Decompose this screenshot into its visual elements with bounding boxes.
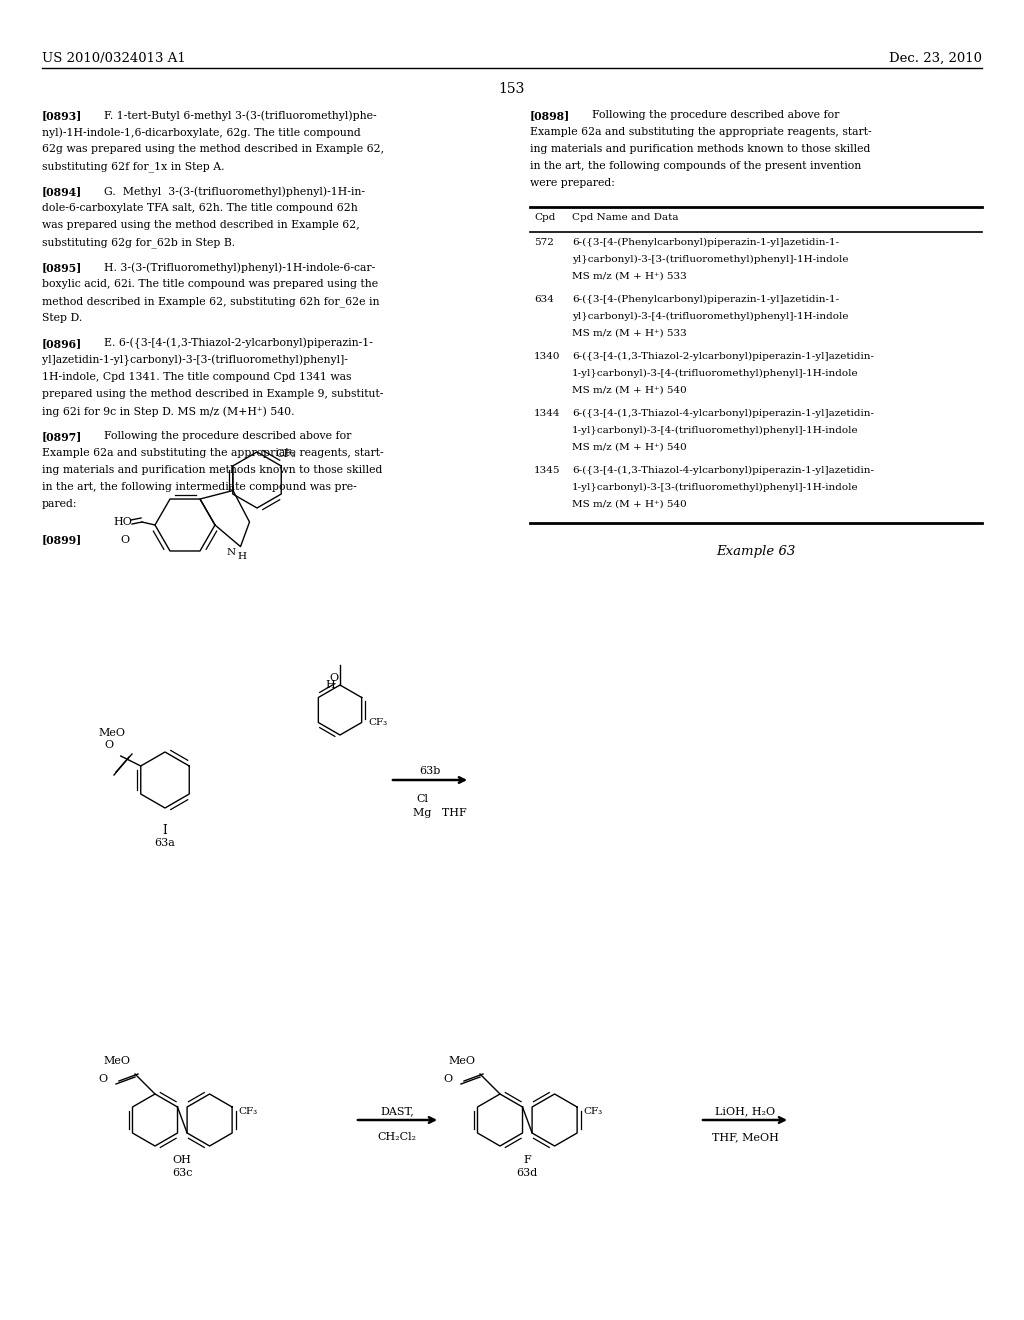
Text: 634: 634 (534, 294, 554, 304)
Text: boxylic acid, 62i. The title compound was prepared using the: boxylic acid, 62i. The title compound wa… (42, 279, 378, 289)
Text: Following the procedure described above for: Following the procedure described above … (104, 432, 351, 441)
Text: O: O (443, 1074, 453, 1084)
Text: CF₃: CF₃ (239, 1107, 258, 1115)
Text: 1344: 1344 (534, 409, 560, 418)
Text: ing materials and purification methods known to those skilled: ing materials and purification methods k… (42, 465, 382, 475)
Text: was prepared using the method described in Example 62,: was prepared using the method described … (42, 220, 359, 230)
Text: Cpd Name and Data: Cpd Name and Data (572, 213, 679, 222)
Text: US 2010/0324013 A1: US 2010/0324013 A1 (42, 51, 185, 65)
Text: substituting 62f for_1x in Step A.: substituting 62f for_1x in Step A. (42, 161, 224, 172)
Text: CF₃: CF₃ (368, 718, 387, 727)
Text: nyl)-1H-indole-1,6-dicarboxylate, 62g. The title compound: nyl)-1H-indole-1,6-dicarboxylate, 62g. T… (42, 127, 360, 137)
Text: OH: OH (173, 1155, 191, 1164)
Text: [0899]: [0899] (42, 535, 82, 545)
Text: 62g was prepared using the method described in Example 62,: 62g was prepared using the method descri… (42, 144, 384, 154)
Text: 6-({3-[4-(1,3-Thiazol-4-ylcarbonyl)piperazin-1-yl]azetidin-: 6-({3-[4-(1,3-Thiazol-4-ylcarbonyl)piper… (572, 466, 874, 475)
Text: CF₃: CF₃ (584, 1107, 603, 1115)
Text: [0895]: [0895] (42, 261, 82, 273)
Text: Mg   THF: Mg THF (413, 808, 467, 818)
Text: HO: HO (113, 517, 132, 527)
Text: Example 63: Example 63 (717, 545, 796, 558)
Text: 1-yl}carbonyl)-3-[4-(trifluoromethyl)phenyl]-1H-indole: 1-yl}carbonyl)-3-[4-(trifluoromethyl)phe… (572, 370, 859, 378)
Text: LiOH, H₂O: LiOH, H₂O (715, 1106, 775, 1115)
Text: O: O (104, 741, 114, 750)
Text: were prepared:: were prepared: (530, 178, 614, 187)
Text: H. 3-(3-(Trifluoromethyl)phenyl)-1H-indole-6-car-: H. 3-(3-(Trifluoromethyl)phenyl)-1H-indo… (104, 261, 375, 272)
Text: yl]azetidin-1-yl}carbonyl)-3-[3-(trifluoromethyl)phenyl]-: yl]azetidin-1-yl}carbonyl)-3-[3-(trifluo… (42, 355, 348, 367)
Text: ing 62i for 9c in Step D. MS m/z (M+H⁺) 540.: ing 62i for 9c in Step D. MS m/z (M+H⁺) … (42, 407, 295, 417)
Text: Step D.: Step D. (42, 313, 82, 323)
Text: yl}carbonyl)-3-[3-(trifluoromethyl)phenyl]-1H-indole: yl}carbonyl)-3-[3-(trifluoromethyl)pheny… (572, 255, 849, 264)
Text: Following the procedure described above for: Following the procedure described above … (592, 110, 840, 120)
Text: F: F (523, 1155, 531, 1164)
Text: in the art, the following compounds of the present invention: in the art, the following compounds of t… (530, 161, 861, 172)
Text: Example 62a and substituting the appropriate reagents, start-: Example 62a and substituting the appropr… (530, 127, 871, 137)
Text: Dec. 23, 2010: Dec. 23, 2010 (889, 51, 982, 65)
Text: THF, MeOH: THF, MeOH (712, 1133, 778, 1142)
Text: [0897]: [0897] (42, 432, 82, 442)
Text: 63b: 63b (419, 766, 440, 776)
Text: [0898]: [0898] (530, 110, 570, 121)
Text: 1340: 1340 (534, 352, 560, 360)
Text: 153: 153 (499, 82, 525, 96)
Text: 6-({3-[4-(Phenylcarbonyl)piperazin-1-yl]azetidin-1-: 6-({3-[4-(Phenylcarbonyl)piperazin-1-yl]… (572, 294, 839, 304)
Text: in the art, the following intermediate compound was pre-: in the art, the following intermediate c… (42, 482, 356, 492)
Text: MeO: MeO (449, 1056, 475, 1067)
Text: MS m/z (M + H⁺) 540: MS m/z (M + H⁺) 540 (572, 500, 687, 510)
Text: E. 6-({3-[4-(1,3-Thiazol-2-ylcarbonyl)piperazin-1-: E. 6-({3-[4-(1,3-Thiazol-2-ylcarbonyl)pi… (104, 338, 373, 350)
Text: 572: 572 (534, 238, 554, 247)
Text: yl}carbonyl)-3-[4-(trifluoromethyl)phenyl]-1H-indole: yl}carbonyl)-3-[4-(trifluoromethyl)pheny… (572, 312, 849, 321)
Text: MS m/z (M + H⁺) 533: MS m/z (M + H⁺) 533 (572, 329, 687, 338)
Text: O: O (330, 673, 339, 682)
Text: F. 1-tert-Butyl 6-methyl 3-(3-(trifluoromethyl)phe-: F. 1-tert-Butyl 6-methyl 3-(3-(trifluoro… (104, 110, 377, 120)
Text: 63d: 63d (517, 1168, 538, 1177)
Text: MS m/z (M + H⁺) 533: MS m/z (M + H⁺) 533 (572, 272, 687, 281)
Text: dole-6-carboxylate TFA salt, 62h. The title compound 62h: dole-6-carboxylate TFA salt, 62h. The ti… (42, 203, 357, 213)
Text: MeO: MeO (98, 729, 125, 738)
Text: O: O (121, 535, 130, 545)
Text: [0894]: [0894] (42, 186, 82, 197)
Text: 63a: 63a (155, 838, 175, 847)
Text: pared:: pared: (42, 499, 78, 510)
Text: 1H-indole, Cpd 1341. The title compound Cpd 1341 was: 1H-indole, Cpd 1341. The title compound … (42, 372, 351, 381)
Text: [0893]: [0893] (42, 110, 82, 121)
Text: G.  Methyl  3-(3-(trifluoromethyl)phenyl)-1H-in-: G. Methyl 3-(3-(trifluoromethyl)phenyl)-… (104, 186, 365, 197)
Text: MS m/z (M + H⁺) 540: MS m/z (M + H⁺) 540 (572, 385, 687, 395)
Text: 1-yl}carbonyl)-3-[3-(trifluoromethyl)phenyl]-1H-indole: 1-yl}carbonyl)-3-[3-(trifluoromethyl)phe… (572, 483, 859, 492)
Text: Cpd: Cpd (534, 213, 555, 222)
Text: [0896]: [0896] (42, 338, 82, 348)
Text: Example 62a and substituting the appropriate reagents, start-: Example 62a and substituting the appropr… (42, 447, 384, 458)
Text: 6-({3-[4-(1,3-Thiazol-4-ylcarbonyl)piperazin-1-yl]azetidin-: 6-({3-[4-(1,3-Thiazol-4-ylcarbonyl)piper… (572, 409, 874, 418)
Text: N: N (227, 548, 237, 557)
Text: 1-yl}carbonyl)-3-[4-(trifluoromethyl)phenyl]-1H-indole: 1-yl}carbonyl)-3-[4-(trifluoromethyl)phe… (572, 426, 859, 436)
Text: O: O (98, 1074, 108, 1084)
Text: 1345: 1345 (534, 466, 560, 475)
Text: method described in Example 62, substituting 62h for_62e in: method described in Example 62, substitu… (42, 296, 380, 306)
Text: I: I (163, 824, 167, 837)
Text: substituting 62g for_62b in Step B.: substituting 62g for_62b in Step B. (42, 238, 236, 248)
Text: MeO: MeO (103, 1056, 130, 1067)
Text: 6-({3-[4-(Phenylcarbonyl)piperazin-1-yl]azetidin-1-: 6-({3-[4-(Phenylcarbonyl)piperazin-1-yl]… (572, 238, 839, 247)
Text: MS m/z (M + H⁺) 540: MS m/z (M + H⁺) 540 (572, 444, 687, 451)
Text: H: H (238, 552, 247, 561)
Text: prepared using the method described in Example 9, substitut-: prepared using the method described in E… (42, 389, 383, 399)
Text: CH₂Cl₂: CH₂Cl₂ (378, 1133, 417, 1142)
Text: 63c: 63c (172, 1168, 193, 1177)
Text: ing materials and purification methods known to those skilled: ing materials and purification methods k… (530, 144, 870, 154)
Text: DAST,: DAST, (380, 1106, 414, 1115)
Text: Cl: Cl (416, 795, 428, 804)
Text: 6-({3-[4-(1,3-Thiazol-2-ylcarbonyl)piperazin-1-yl]azetidin-: 6-({3-[4-(1,3-Thiazol-2-ylcarbonyl)piper… (572, 352, 874, 362)
Text: H: H (326, 680, 335, 690)
Text: CF₃: CF₃ (275, 449, 296, 459)
